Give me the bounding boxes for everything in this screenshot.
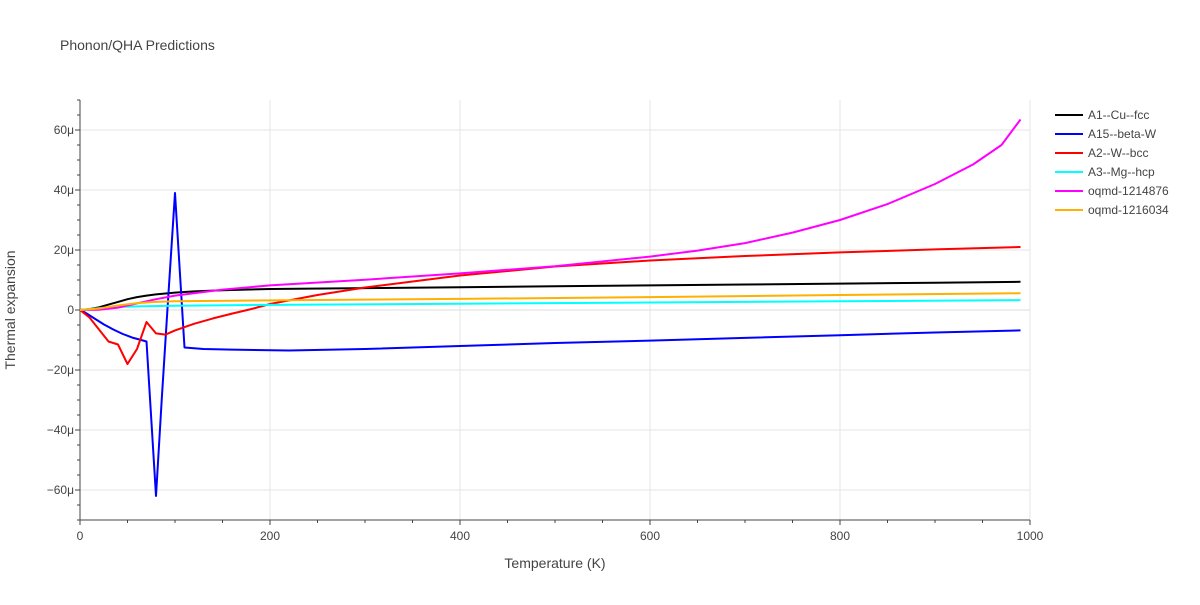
legend-item: A1--Cu--fcc <box>1055 108 1149 122</box>
y-tick-label: 40μ <box>54 183 74 197</box>
series-line <box>79 280 1021 311</box>
legend-item: oqmd-1216034 <box>1055 203 1169 217</box>
series-line <box>79 246 1021 365</box>
x-tick-label: 400 <box>450 529 470 543</box>
legend-label: A1--Cu--fcc <box>1088 108 1149 122</box>
x-tick-label: 200 <box>260 529 280 543</box>
y-tick-label: −60μ <box>47 483 74 497</box>
axes <box>75 99 1031 525</box>
legend-label: oqmd-1214876 <box>1088 184 1169 198</box>
legend-item: A3--Mg--hcp <box>1055 165 1155 179</box>
series-line <box>79 292 1021 311</box>
x-tick-label: 800 <box>830 529 850 543</box>
legend-item: A2--W--bcc <box>1055 146 1148 160</box>
grid-lines <box>80 100 1031 520</box>
series-line <box>79 192 1021 497</box>
chart-title: Phonon/QHA Predictions <box>60 37 215 53</box>
y-tick-label: 60μ <box>54 123 74 137</box>
y-tick-label: 0 <box>67 303 74 317</box>
legend-item: A15--beta-W <box>1055 127 1157 141</box>
x-tick-label: 1000 <box>1017 529 1044 543</box>
legend-label: oqmd-1216034 <box>1088 203 1169 217</box>
x-tick-label: 600 <box>640 529 660 543</box>
y-tick-label: 20μ <box>54 243 74 257</box>
y-tick-label: −20μ <box>47 363 74 377</box>
legend-label: A2--W--bcc <box>1088 146 1148 160</box>
series-line <box>79 118 1022 311</box>
legend-label: A3--Mg--hcp <box>1088 165 1155 179</box>
legend: A1--Cu--fcc A15--beta-W A2--W--bcc A3--Mg--… <box>1055 108 1169 217</box>
x-axis-label: Temperature (K) <box>504 555 605 571</box>
legend-label: A15--beta-W <box>1088 127 1157 141</box>
series-lines <box>79 118 1022 497</box>
tick-labels: 0 200 400 600 800 1000 −60μ −40μ −20μ 0 20μ 40μ 60μ <box>47 123 1044 543</box>
y-tick-label: −40μ <box>47 423 74 437</box>
legend-item: oqmd-1214876 <box>1055 184 1169 198</box>
x-tick-label: 0 <box>77 529 84 543</box>
y-axis-label: Thermal expansion <box>2 250 18 369</box>
